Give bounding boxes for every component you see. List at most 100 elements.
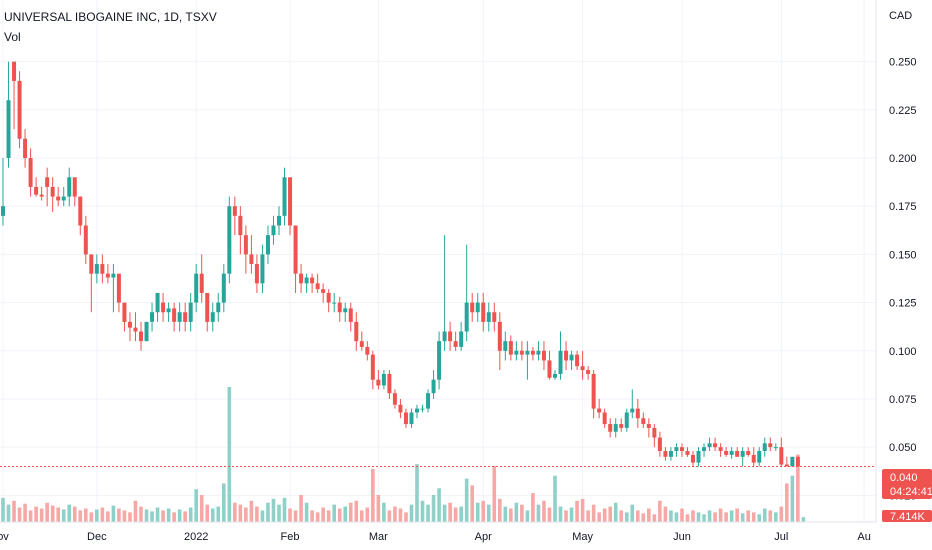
time-axis[interactable]: ov Dec 2022 Feb Mar Apr May Jun Jul Au bbox=[0, 531, 871, 543]
volume-bar bbox=[34, 506, 38, 522]
volume-bar bbox=[470, 485, 474, 522]
candle bbox=[442, 235, 447, 351]
candle-body bbox=[431, 379, 436, 394]
volume-bar bbox=[520, 504, 524, 522]
volume-bar bbox=[177, 509, 182, 522]
candle-body bbox=[277, 215, 281, 226]
volume-bar bbox=[166, 508, 171, 522]
candle bbox=[83, 215, 88, 265]
candle-body bbox=[569, 354, 574, 361]
bar-countdown: 04:24:41 bbox=[890, 486, 932, 498]
volume-bar bbox=[299, 495, 303, 522]
candle bbox=[790, 456, 795, 467]
candle-body bbox=[249, 254, 254, 265]
candle-body bbox=[133, 327, 138, 332]
candle bbox=[613, 418, 618, 438]
candle-body bbox=[541, 350, 546, 361]
volume-bar bbox=[674, 512, 679, 522]
candle bbox=[553, 370, 557, 380]
volume-bar bbox=[503, 506, 508, 522]
candle-body bbox=[497, 321, 502, 351]
candle bbox=[127, 312, 132, 342]
volume-bar bbox=[343, 506, 348, 522]
current-price-box bbox=[882, 469, 932, 499]
volume-bar bbox=[100, 507, 105, 522]
candle-body bbox=[122, 302, 127, 322]
candle bbox=[619, 418, 624, 432]
candle bbox=[536, 341, 541, 361]
candle bbox=[470, 292, 475, 322]
candle-body bbox=[23, 138, 28, 159]
candle bbox=[403, 408, 408, 428]
volume-bar bbox=[67, 504, 72, 522]
candle-body bbox=[790, 456, 795, 467]
candle bbox=[12, 61, 17, 130]
candle-body bbox=[420, 408, 425, 410]
candle-body bbox=[591, 373, 596, 409]
candle-body bbox=[724, 451, 729, 455]
volume-bar bbox=[431, 495, 436, 522]
candle bbox=[359, 331, 364, 351]
candle bbox=[343, 302, 348, 322]
y-tick-label: 0.150 bbox=[889, 249, 917, 261]
volume-bar bbox=[580, 498, 585, 522]
candle bbox=[453, 331, 458, 351]
volume-bar bbox=[547, 507, 552, 522]
candle bbox=[243, 225, 248, 274]
volume-bar bbox=[564, 510, 568, 522]
volume-bar bbox=[569, 507, 574, 522]
candle-body bbox=[558, 350, 563, 374]
candle-body bbox=[547, 360, 552, 378]
candle-body bbox=[293, 225, 298, 274]
candle bbox=[254, 254, 259, 293]
volume-bar bbox=[514, 502, 519, 522]
volume-bar bbox=[144, 509, 149, 522]
volume-bar bbox=[6, 504, 11, 522]
candle bbox=[768, 437, 773, 452]
candle bbox=[205, 292, 210, 332]
candle-body bbox=[762, 443, 767, 452]
candle bbox=[657, 431, 662, 457]
volume-bar bbox=[779, 506, 784, 522]
price-axis[interactable]: 0.250 0.225 0.200 0.175 0.150 0.125 0.100 0.075… bbox=[889, 57, 917, 503]
candle-body bbox=[348, 308, 353, 322]
candle bbox=[724, 447, 729, 457]
candle bbox=[541, 341, 546, 371]
volume-bar bbox=[89, 512, 94, 522]
candle-body bbox=[265, 235, 270, 255]
volume-bar bbox=[790, 475, 795, 522]
volume-bar bbox=[133, 500, 138, 522]
candle bbox=[415, 404, 419, 419]
volume-bar bbox=[382, 502, 386, 522]
candle bbox=[591, 370, 596, 419]
candle bbox=[420, 404, 425, 413]
candle bbox=[39, 186, 44, 201]
volume-bar bbox=[371, 468, 375, 522]
candle bbox=[497, 312, 502, 371]
candle bbox=[116, 273, 121, 313]
volume-bar bbox=[266, 502, 270, 522]
volume-bar bbox=[39, 508, 44, 522]
volume-bar bbox=[453, 507, 458, 522]
candle-body bbox=[481, 302, 486, 322]
candle-body bbox=[475, 302, 480, 313]
candle bbox=[210, 302, 215, 332]
candle-body bbox=[597, 408, 602, 413]
candle-body bbox=[34, 186, 39, 195]
candle-body bbox=[508, 341, 513, 355]
candle bbox=[199, 254, 204, 303]
volume-bar bbox=[464, 478, 469, 522]
candle-body bbox=[45, 177, 50, 187]
volume-bar bbox=[277, 504, 281, 522]
candle-body bbox=[448, 331, 453, 342]
volume-bar bbox=[685, 514, 690, 522]
volume-bar bbox=[652, 514, 657, 522]
volume-bar bbox=[150, 511, 154, 522]
candle-body bbox=[746, 451, 751, 455]
x-tick-label: Feb bbox=[281, 531, 300, 543]
candle bbox=[365, 341, 370, 361]
volume-bar bbox=[348, 502, 353, 522]
candle-body bbox=[624, 412, 629, 428]
candle-body bbox=[696, 451, 701, 463]
currency-label: CAD bbox=[889, 10, 912, 22]
